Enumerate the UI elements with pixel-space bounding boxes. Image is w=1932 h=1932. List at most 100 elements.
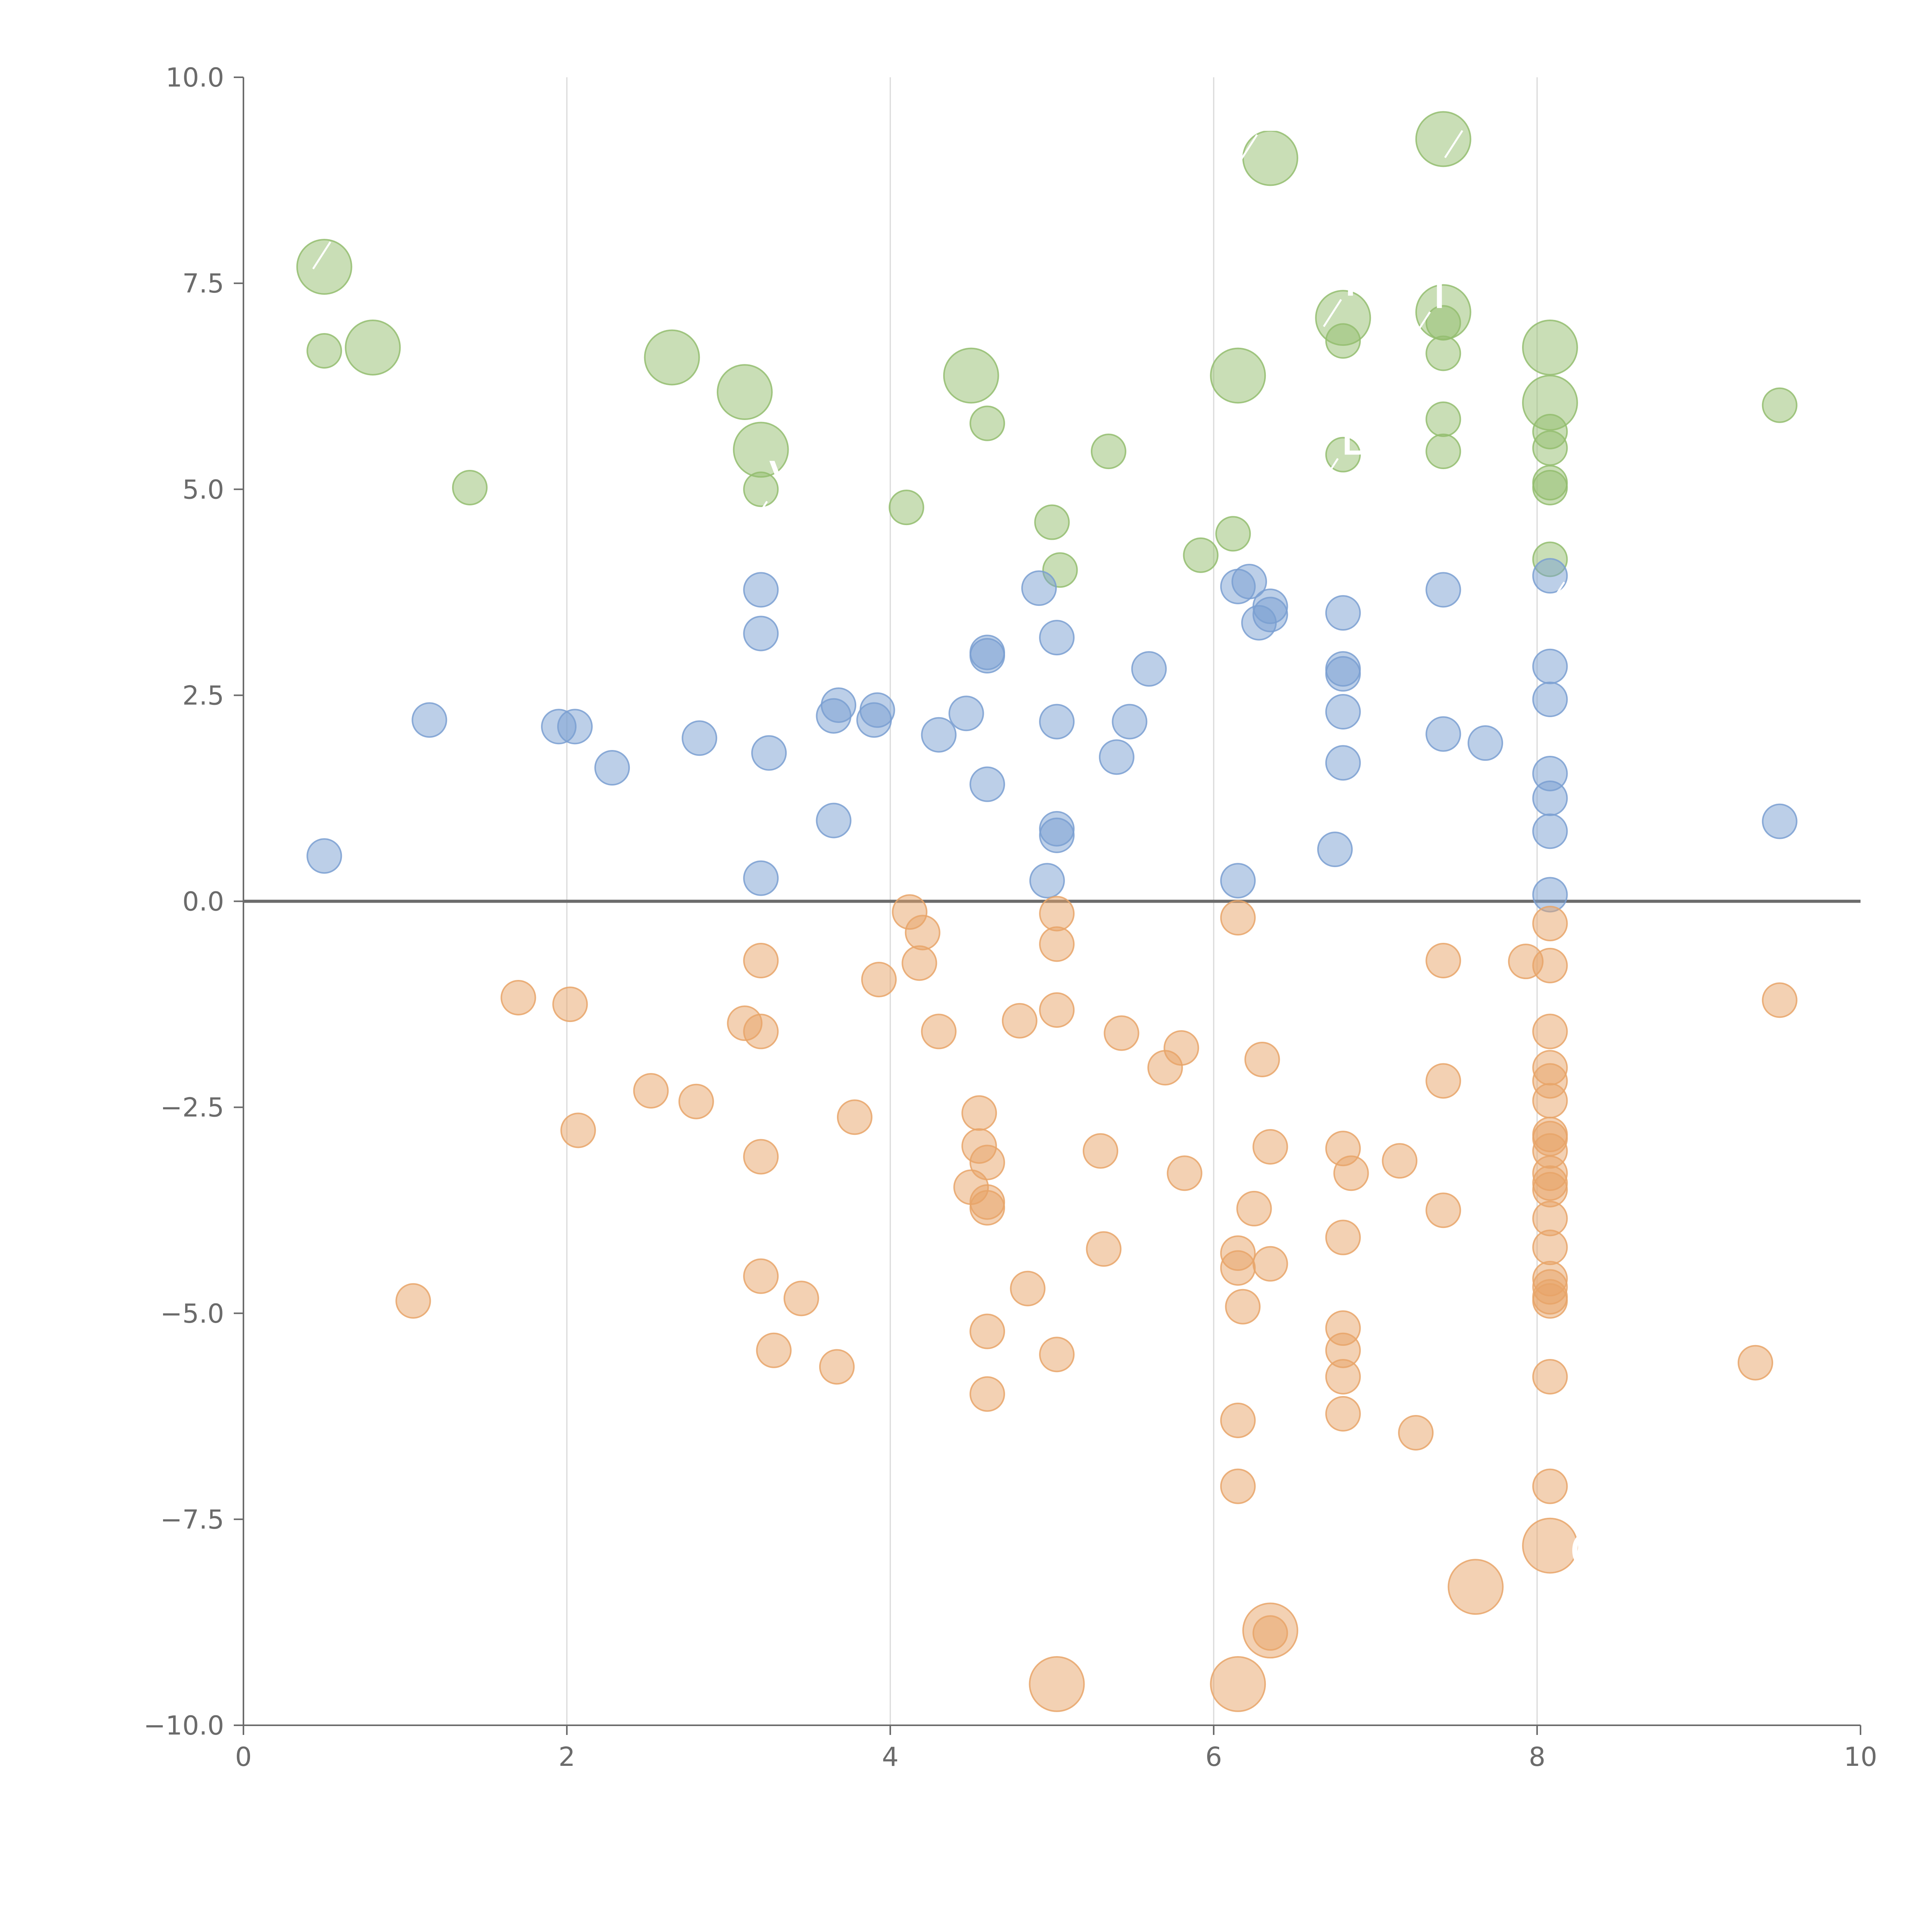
scatter-point-blue (1532, 558, 1568, 594)
scatter-point-orange (1382, 1143, 1418, 1179)
annotation-layer: I B M I I B C V C (312, 80, 1605, 1600)
scatter-point-orange (1039, 1337, 1075, 1372)
scatter-point-orange (1737, 1345, 1773, 1381)
scatter-point-orange (1236, 1190, 1272, 1226)
scatter-point-orange (1532, 1230, 1568, 1265)
annotation-label: V (769, 451, 803, 510)
scatter-point-blue (1425, 716, 1461, 752)
annotation-label: C (1570, 1522, 1605, 1581)
scatter-point-green (743, 471, 779, 507)
scatter-point-green (1532, 469, 1568, 505)
x-tick-label: 4 (882, 1742, 898, 1772)
scatter-point-blue (1532, 813, 1568, 849)
scatter-point-orange (1210, 1656, 1266, 1712)
scatter-point-orange (560, 1112, 596, 1148)
scatter-point-blue (1131, 651, 1167, 687)
y-tick-label: 10.0 (166, 63, 224, 93)
scatter-point-orange (783, 1281, 819, 1316)
scatter-point-green (644, 329, 700, 386)
scatter-point-orange (1220, 1468, 1256, 1504)
scatter-point-orange (1002, 1003, 1037, 1039)
y-tick-label: 2.5 (182, 680, 224, 711)
scatter-point-green (452, 469, 488, 505)
scatter-point-orange (743, 943, 779, 979)
scatter-point-blue (1029, 863, 1065, 899)
scatter-point-green (1532, 430, 1568, 466)
scatter-point-orange (969, 1190, 1005, 1226)
scatter-point-orange (1163, 1030, 1199, 1066)
scatter-point-orange (395, 1283, 431, 1319)
annotation-leader-line (312, 241, 332, 270)
scatter-point-orange (1225, 1289, 1261, 1325)
scatter-point-orange (1325, 1219, 1361, 1255)
scatter-point-orange (1010, 1270, 1046, 1306)
scatter-point-orange (969, 1313, 1005, 1349)
scatter-point-blue (1099, 739, 1134, 775)
scatter-point-blue (1021, 570, 1057, 606)
scatter-point-green (1425, 401, 1461, 437)
y-tick-label: 5.0 (182, 474, 224, 505)
scatter-point-orange (901, 945, 937, 981)
annotation-leader-line (749, 501, 768, 529)
scatter-point-green (716, 364, 773, 420)
scatter-point-orange (743, 1139, 779, 1175)
scatter-point-orange (1532, 1014, 1568, 1049)
scatter-point-green (296, 239, 352, 295)
scatter-point-blue (969, 638, 1005, 674)
scatter-point-blue (1468, 725, 1503, 761)
scatter-point-orange (1104, 1015, 1139, 1051)
scatter-point-orange (1447, 1559, 1504, 1615)
x-tick-label: 8 (1529, 1742, 1545, 1772)
scatter-point-blue (1762, 803, 1798, 839)
scatter-point-orange (1086, 1231, 1122, 1267)
y-tick-label: 0.0 (182, 887, 224, 917)
scatter-point-green (1522, 320, 1578, 376)
scatter-point-blue (743, 860, 779, 896)
scatter-point-green (969, 405, 1005, 441)
scatter-point-orange (819, 1349, 855, 1385)
scatter-point-orange (633, 1073, 669, 1109)
scatter-point-orange (1252, 1129, 1288, 1165)
scatter-point-orange (861, 962, 897, 998)
scatter-point-green (1215, 516, 1251, 552)
scatter-point-orange (1532, 1283, 1568, 1319)
scatter-point-green (1210, 347, 1266, 404)
scatter-point-green (1183, 537, 1219, 573)
scatter-point-orange (1220, 900, 1256, 936)
y-tick-label: −5.0 (160, 1299, 224, 1329)
scatter-point-blue (1039, 620, 1075, 656)
y-tick-label: 7.5 (182, 269, 224, 299)
scatter-point-green (1762, 387, 1798, 423)
scatter-point-orange (1425, 1192, 1461, 1228)
scatter-point-orange (1029, 1656, 1085, 1712)
scatter-point-blue (1532, 648, 1568, 684)
scatter-point-blue (921, 717, 957, 753)
scatter-point-orange (756, 1332, 792, 1368)
scatter-point-orange (1220, 1250, 1256, 1286)
scatter-point-blue (1325, 745, 1361, 781)
y-tick-label: −2.5 (160, 1093, 224, 1123)
scatter-point-orange (1333, 1155, 1369, 1191)
scatter-point-blue (743, 572, 779, 608)
scatter-point-green (345, 320, 401, 376)
scatter-point-orange (743, 1014, 779, 1049)
scatter-point-orange (969, 1376, 1005, 1412)
scatter-point-green (1415, 111, 1471, 167)
annotation-leader-line (1412, 311, 1431, 340)
scatter-point-blue (1425, 572, 1461, 608)
point-layer (296, 111, 1798, 1712)
scatter-point-blue (743, 616, 779, 651)
scatter-point-green (943, 347, 999, 404)
scatter-point-blue (1325, 694, 1361, 730)
scatter-point-orange (1532, 947, 1568, 983)
scatter-point-orange (1039, 896, 1075, 932)
scatter-point-orange (1532, 906, 1568, 942)
scatter-point-orange (743, 1258, 779, 1294)
scatter-point-blue (859, 692, 895, 728)
scatter-point-blue (557, 709, 593, 745)
annotation-leader-line (1549, 1572, 1568, 1600)
scatter-point-blue (948, 696, 984, 731)
scatter-point-blue (816, 803, 852, 838)
scatter-point-blue (1325, 595, 1361, 631)
scatter-point-orange (1252, 1615, 1288, 1651)
